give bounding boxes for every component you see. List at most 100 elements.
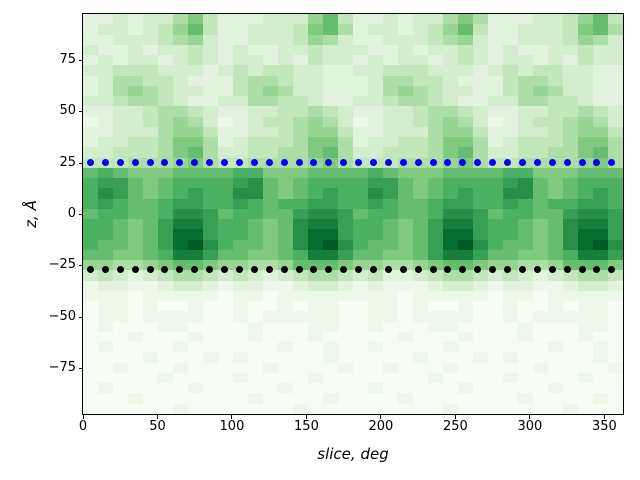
heatmap-cell — [473, 352, 488, 363]
heatmap-cell — [578, 24, 593, 35]
heatmap-cell — [398, 342, 413, 353]
heatmap-cell — [608, 126, 623, 138]
heatmap-cell — [83, 75, 98, 86]
heatmap-cell — [353, 106, 368, 117]
heatmap-cell — [308, 403, 323, 414]
heatmap-cell — [488, 75, 503, 86]
heatmap-cell — [533, 301, 548, 312]
heatmap-cell — [383, 249, 398, 261]
heatmap-cell — [173, 280, 188, 291]
heatmap-cell — [203, 167, 218, 179]
heatmap-cell — [368, 96, 383, 107]
heatmap-cell — [173, 14, 188, 25]
heatmap-cell — [158, 14, 173, 25]
heatmap-cell — [293, 403, 308, 414]
heatmap-cell — [113, 116, 128, 127]
heatmap-cell — [368, 301, 383, 312]
heatmap-cell — [158, 44, 173, 56]
heatmap-cell — [338, 116, 353, 127]
heatmap-cell — [113, 55, 128, 66]
heatmap-cell — [443, 147, 458, 158]
heatmap-cell — [413, 96, 428, 107]
heatmap-cell — [488, 116, 503, 127]
heatmap-cell — [338, 167, 353, 179]
heatmap-cell — [338, 249, 353, 261]
heatmap-cell — [413, 167, 428, 179]
heatmap-cell — [248, 208, 263, 220]
heatmap-cell — [233, 321, 248, 332]
heatmap-cell — [458, 147, 473, 158]
heatmap-cell — [293, 280, 308, 291]
heatmap-cell — [503, 147, 518, 158]
heatmap-cell — [233, 75, 248, 86]
y-tick-label: 50 — [59, 103, 76, 119]
heatmap-cell — [473, 96, 488, 107]
heatmap-cell — [383, 65, 398, 76]
heatmap-cell — [248, 352, 263, 363]
upper-interface-dotted-line-dot — [548, 159, 556, 167]
heatmap-cell — [533, 96, 548, 107]
heatmap-cell — [263, 44, 278, 56]
heatmap-cell — [413, 198, 428, 209]
heatmap-cell — [203, 383, 218, 394]
heatmap-cell — [188, 198, 203, 209]
heatmap-cell — [143, 383, 158, 394]
heatmap-cell — [143, 178, 158, 189]
y-tick-mark — [79, 162, 83, 164]
heatmap-cell — [458, 331, 473, 343]
heatmap-cell — [488, 331, 503, 343]
heatmap-cell — [398, 208, 413, 220]
heatmap-cell — [158, 290, 173, 302]
heatmap-cell — [218, 260, 233, 271]
heatmap-cell — [518, 198, 533, 209]
heatmap-cell — [398, 403, 413, 414]
heatmap-cell — [323, 249, 338, 261]
heatmap-cell — [563, 198, 578, 209]
heatmap-cell — [83, 301, 98, 312]
heatmap-cell — [413, 383, 428, 394]
heatmap-cell — [248, 270, 263, 281]
heatmap-cell — [608, 229, 623, 240]
heatmap-cell — [533, 393, 548, 404]
heatmap-cell — [278, 75, 293, 86]
heatmap-cell — [188, 342, 203, 353]
heatmap-cell — [83, 55, 98, 66]
heatmap-cell — [488, 96, 503, 107]
heatmap-cell — [293, 311, 308, 322]
heatmap-cell — [158, 229, 173, 240]
heatmap-cell — [413, 260, 428, 271]
heatmap-cell — [278, 280, 293, 291]
heatmap-cell — [263, 137, 278, 148]
heatmap-cell — [338, 106, 353, 117]
heatmap-cell — [98, 342, 113, 353]
heatmap-cell — [488, 106, 503, 117]
heatmap-cell — [533, 403, 548, 414]
heatmap-cell — [428, 85, 443, 97]
heatmap-cell — [83, 198, 98, 209]
heatmap-cell — [83, 280, 98, 291]
heatmap-cell — [143, 342, 158, 353]
heatmap-cell — [443, 352, 458, 363]
heatmap-cell — [203, 280, 218, 291]
heatmap-cell — [353, 126, 368, 138]
heatmap-cell — [278, 208, 293, 220]
heatmap-cell — [338, 219, 353, 230]
heatmap-cell — [458, 383, 473, 394]
heatmap-cell — [293, 55, 308, 66]
heatmap-cell — [323, 147, 338, 158]
heatmap-cell — [608, 393, 623, 404]
y-tick-mark — [79, 316, 83, 318]
heatmap-cell — [158, 362, 173, 373]
x-tick-label: 50 — [149, 419, 166, 434]
heatmap-cell — [158, 239, 173, 250]
heatmap-cell — [413, 229, 428, 240]
heatmap-cell — [608, 372, 623, 384]
heatmap-cell — [368, 331, 383, 343]
heatmap-cell — [83, 321, 98, 332]
heatmap-cell — [113, 352, 128, 363]
heatmap-cell — [308, 342, 323, 353]
heatmap-cell — [323, 178, 338, 189]
heatmap-cell — [248, 342, 263, 353]
heatmap-cell — [383, 331, 398, 343]
heatmap-cell — [158, 352, 173, 363]
